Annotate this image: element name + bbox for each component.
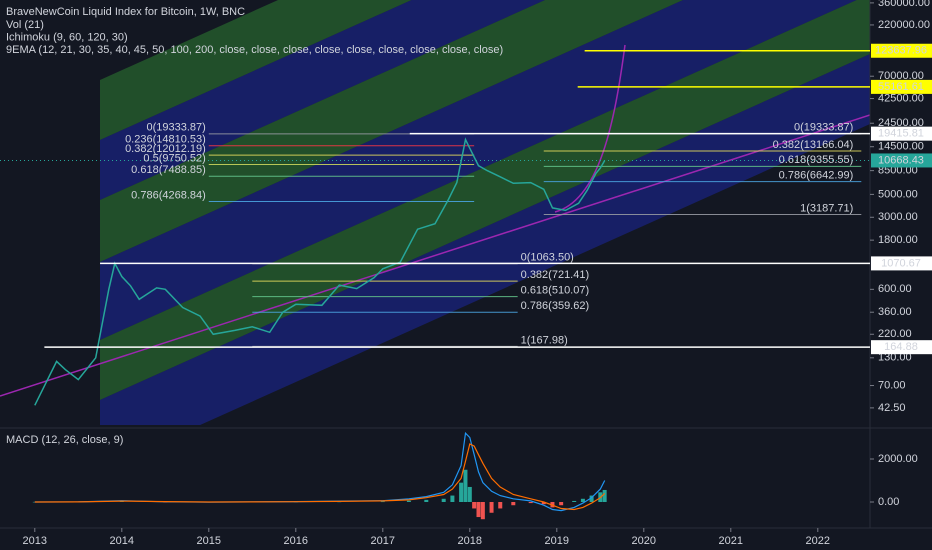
indicator-label: Ichimoku (9, 60, 120, 30) bbox=[6, 31, 128, 43]
histogram-bar bbox=[489, 502, 494, 513]
y-tick-label: 130.00 bbox=[878, 352, 912, 364]
fib-label: 0.618(510.07) bbox=[521, 285, 590, 297]
fib-label: 0.618(9355.55) bbox=[779, 154, 854, 166]
x-tick-label: 2017 bbox=[371, 535, 395, 547]
parabolic-curve bbox=[554, 44, 626, 213]
histogram-bar bbox=[424, 499, 429, 503]
fib-label: 0.236(14810.53) bbox=[125, 134, 206, 146]
y-tick-label: 360000.00 bbox=[878, 0, 930, 9]
x-tick-label: 2016 bbox=[284, 535, 308, 547]
x-tick-label: 2015 bbox=[197, 535, 221, 547]
channel bbox=[0, 0, 870, 425]
level-box bbox=[871, 126, 932, 141]
level-box bbox=[871, 340, 932, 355]
level-label: 1070.67 bbox=[881, 257, 921, 269]
level-label: 19415.81 bbox=[878, 128, 924, 140]
level-box bbox=[871, 256, 932, 271]
histogram-bar bbox=[541, 502, 546, 505]
channel-band bbox=[100, 0, 870, 400]
y-tick-label: 14500.00 bbox=[878, 141, 924, 153]
last-price-box bbox=[871, 153, 932, 168]
fib-label: 0.382(721.41) bbox=[521, 269, 590, 281]
y-tick-label: 600.00 bbox=[878, 283, 912, 295]
histogram-bar bbox=[511, 502, 516, 506]
histogram-bar bbox=[32, 501, 37, 503]
histogram-bar bbox=[441, 498, 446, 503]
histogram-bar bbox=[450, 495, 455, 503]
x-tick-label: 2013 bbox=[23, 535, 47, 547]
fib-label: 1(3187.71) bbox=[800, 202, 853, 214]
histogram-bar bbox=[472, 502, 477, 509]
fib-label: 0.786(6642.99) bbox=[779, 170, 854, 182]
y-tick-label: 70.00 bbox=[878, 379, 906, 391]
y-tick-label: 2000.00 bbox=[878, 453, 918, 465]
fib-label: 0(1063.50) bbox=[521, 252, 574, 264]
price-line bbox=[34, 137, 606, 406]
histogram-bar bbox=[528, 502, 533, 504]
histogram-bar bbox=[589, 495, 594, 503]
x-tick-label: 2021 bbox=[719, 535, 743, 547]
level-label: 123637.96 bbox=[875, 45, 927, 57]
level-label: 55161.61 bbox=[878, 81, 924, 93]
fib-label: 0.786(359.62) bbox=[521, 300, 590, 312]
indicator-label: 9EMA (12, 21, 30, 35, 40, 45, 50, 100, 2… bbox=[6, 44, 503, 56]
plot-area bbox=[32, 431, 607, 520]
histogram-bar bbox=[559, 502, 564, 506]
y-tick-label: 3000.00 bbox=[878, 211, 918, 223]
fib-label: 0(19333.87) bbox=[146, 122, 205, 134]
y-tick-label: 24500.00 bbox=[878, 117, 924, 129]
histogram-bar bbox=[380, 501, 385, 503]
level-box bbox=[871, 43, 932, 58]
y-tick-label: 220.00 bbox=[878, 328, 912, 340]
level-box bbox=[871, 79, 932, 94]
x-tick-label: 2018 bbox=[458, 535, 482, 547]
histogram-bar bbox=[406, 500, 411, 503]
fib-label: 1(167.98) bbox=[521, 334, 568, 346]
y-tick-label: 0.00 bbox=[878, 496, 899, 508]
level-label: 164.88 bbox=[884, 341, 918, 353]
y-tick-label: 42.50 bbox=[878, 402, 906, 414]
histogram-bar bbox=[498, 502, 503, 509]
histogram-bar bbox=[476, 502, 481, 518]
fib-label: 0.382(12012.19) bbox=[125, 143, 206, 155]
histogram-bar bbox=[572, 500, 577, 503]
x-tick-label: 2014 bbox=[110, 535, 134, 547]
plot-area bbox=[0, 49, 870, 406]
chart-title: BraveNewCoin Liquid Index for Bitcoin, 1… bbox=[6, 6, 245, 18]
fib-label: 0.5(9750.52) bbox=[143, 152, 205, 164]
trend-line bbox=[0, 114, 870, 397]
fib-label: 0.786(4268.84) bbox=[131, 189, 206, 201]
histogram-bar bbox=[467, 486, 472, 503]
indicator-label: Vol (21) bbox=[6, 19, 44, 31]
signal-line bbox=[34, 443, 606, 511]
histogram-bar bbox=[459, 482, 464, 503]
fib-label: 0.382(13166.04) bbox=[773, 139, 854, 151]
x-tick-label: 2020 bbox=[632, 535, 656, 547]
histogram-bar bbox=[463, 469, 468, 503]
y-tick-label: 1800.00 bbox=[878, 234, 918, 246]
y-tick-label: 360.00 bbox=[878, 306, 912, 318]
y-tick-label: 42500.00 bbox=[878, 92, 924, 104]
histogram-bar bbox=[580, 498, 585, 503]
x-tick-label: 2022 bbox=[806, 535, 830, 547]
y-tick-label: 70000.00 bbox=[878, 70, 924, 82]
histogram-bar bbox=[480, 502, 485, 520]
histogram-bar bbox=[602, 489, 607, 503]
y-tick-label: 220000.00 bbox=[878, 19, 930, 31]
x-tick-label: 2019 bbox=[545, 535, 569, 547]
last-price-label: 10668.43 bbox=[878, 154, 924, 166]
y-tick-label: 8500.00 bbox=[878, 165, 918, 177]
fib-label: 0.618(7488.85) bbox=[131, 164, 206, 176]
macd-title: MACD (12, 26, close, 9) bbox=[6, 434, 123, 446]
fib-label: 0(19333.87) bbox=[794, 122, 853, 134]
y-tick-label: 5000.00 bbox=[878, 188, 918, 200]
